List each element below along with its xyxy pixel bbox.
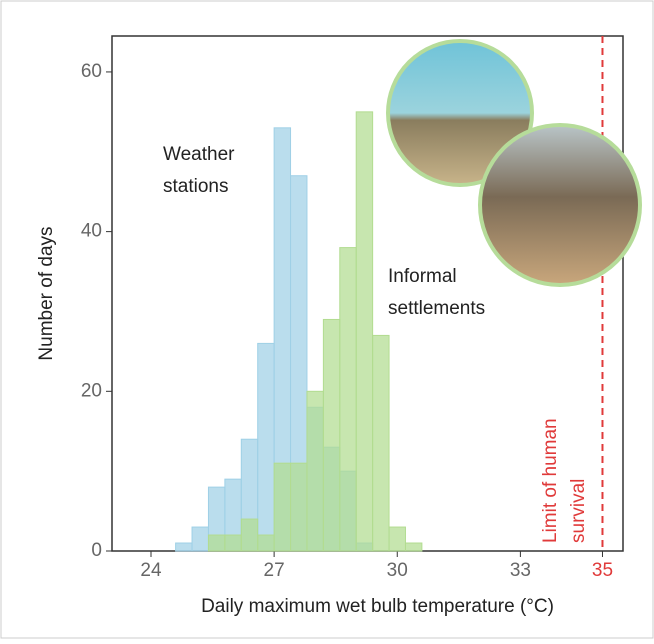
bar <box>225 535 241 551</box>
bar <box>258 535 274 551</box>
y-tick-label: 0 <box>91 540 102 561</box>
bar <box>405 543 421 551</box>
bar <box>373 335 389 551</box>
x-tick-label: 30 <box>387 560 408 581</box>
y-tick-label: 20 <box>81 380 102 401</box>
series-label: stations <box>163 176 228 197</box>
y-tick-label: 60 <box>81 61 102 82</box>
y-tick-label: 40 <box>81 221 102 242</box>
x-tick-label: 27 <box>264 560 285 581</box>
bar <box>192 527 208 551</box>
bar <box>291 463 307 551</box>
bar <box>208 535 224 551</box>
y-axis-label: Number of days <box>36 226 57 360</box>
series-label: settlements <box>388 298 485 319</box>
limit-label: Limit of human <box>540 418 561 543</box>
limit-label: survival <box>568 479 589 543</box>
bar <box>176 543 192 551</box>
bar <box>323 319 339 551</box>
chart: 0 20 40 60 24 27 30 33 35 Daily maximum wet bulb … <box>0 0 654 639</box>
x-tick-label: 33 <box>510 560 531 581</box>
bar <box>241 519 257 551</box>
bar <box>274 463 290 551</box>
bar <box>389 527 405 551</box>
x-axis-label: Daily maximum wet bulb temperature (°C) <box>201 596 554 617</box>
photo <box>480 125 640 285</box>
bar <box>340 248 356 551</box>
series-label: Weather <box>163 144 235 165</box>
series-label: Informal <box>388 266 457 287</box>
x-tick-label: 24 <box>140 560 162 581</box>
bar <box>356 112 372 551</box>
bar <box>258 343 274 551</box>
bar <box>307 391 323 551</box>
x-tick-label: 35 <box>592 560 613 581</box>
